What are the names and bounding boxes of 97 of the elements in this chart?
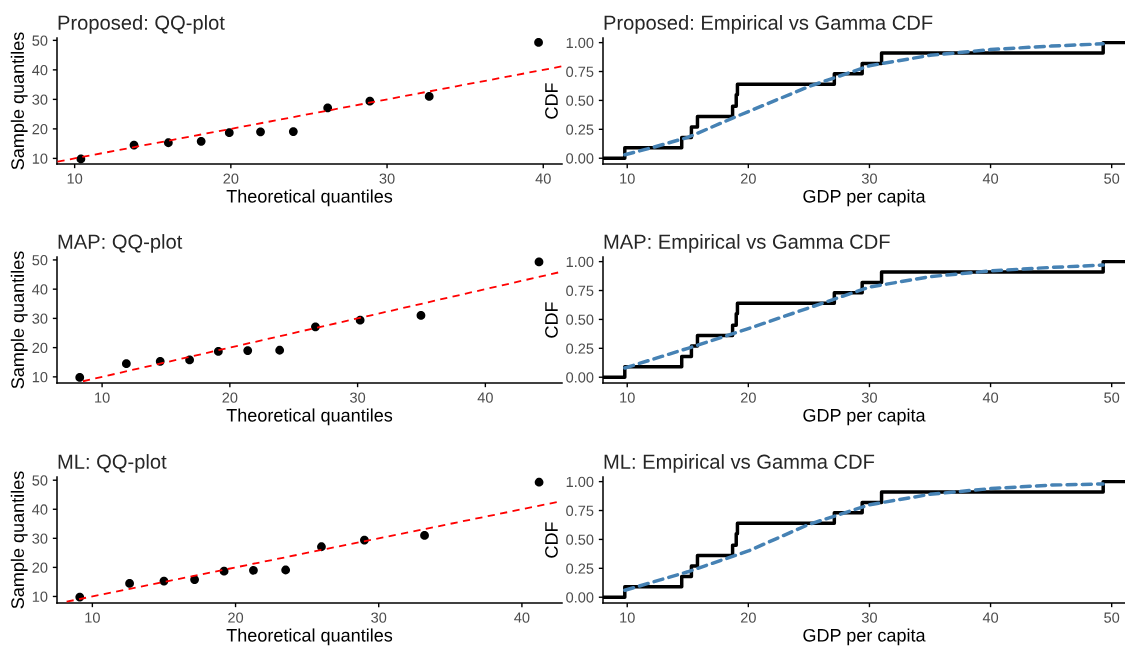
point bbox=[75, 373, 85, 382]
y-tick-label: 50 bbox=[32, 255, 48, 266]
x-axis-title: Theoretical quantiles bbox=[226, 189, 393, 207]
x-axis-title: GDP per capita bbox=[803, 408, 926, 426]
x-tick-label: 30 bbox=[861, 392, 877, 403]
x-tick-label: 30 bbox=[379, 173, 395, 184]
x-tick-label: 10 bbox=[67, 173, 83, 184]
x-tick-label: 40 bbox=[982, 392, 999, 403]
y-tick-label: 0.50 bbox=[566, 534, 594, 545]
y-tick-label: 30 bbox=[32, 313, 48, 324]
x-tick-label: 50 bbox=[1104, 612, 1120, 623]
y-tick-label: 50 bbox=[32, 35, 48, 46]
y-tick-label: 0.50 bbox=[566, 314, 594, 325]
y-tick-label: 20 bbox=[32, 562, 48, 573]
x-axis-title: Theoretical quantiles bbox=[226, 628, 393, 646]
y-tick-label: 0.25 bbox=[566, 563, 594, 574]
x-tick-label: 50 bbox=[1104, 173, 1120, 184]
y-axis-title: Sample quantiles bbox=[10, 471, 28, 609]
y-tick-label: 20 bbox=[32, 123, 48, 135]
y-tick-label: 30 bbox=[32, 94, 48, 105]
point bbox=[243, 346, 253, 355]
y-tick-label: 20 bbox=[32, 342, 48, 354]
point bbox=[196, 136, 206, 146]
chart-title: MAP: QQ-plot bbox=[58, 234, 183, 253]
y-tick-label: 0.00 bbox=[566, 372, 594, 383]
point bbox=[323, 103, 333, 113]
x-tick-label: 40 bbox=[535, 173, 551, 184]
chart-title: Proposed: QQ-plot bbox=[58, 15, 225, 34]
x-tick-label: 10 bbox=[85, 612, 100, 623]
point bbox=[534, 257, 544, 267]
x-tick-label: 40 bbox=[514, 612, 530, 623]
y-tick-label: 1.00 bbox=[566, 256, 594, 268]
x-axis-title: GDP per capita bbox=[803, 628, 926, 646]
x-tick-label: 30 bbox=[861, 173, 877, 184]
x-tick-label: 10 bbox=[95, 392, 110, 403]
y-tick-label: 0.75 bbox=[566, 285, 594, 296]
x-tick-label: 50 bbox=[1104, 392, 1120, 403]
y-tick-label: 1.00 bbox=[566, 476, 594, 488]
chart-title: Proposed: Empirical vs Gamma CDF bbox=[604, 15, 933, 34]
x-tick-label: 40 bbox=[982, 612, 999, 623]
y-tick-label: 0.75 bbox=[566, 505, 594, 516]
y-tick-label: 40 bbox=[32, 284, 48, 295]
x-tick-label: 20 bbox=[222, 392, 238, 403]
point bbox=[534, 477, 544, 487]
y-tick-label: 50 bbox=[32, 475, 48, 486]
x-tick-label: 10 bbox=[620, 612, 635, 623]
y-tick-label: 0.75 bbox=[566, 66, 594, 77]
point bbox=[416, 311, 426, 320]
point bbox=[125, 578, 134, 588]
x-axis-title: GDP per capita bbox=[803, 189, 926, 207]
y-tick-label: 10 bbox=[32, 153, 48, 164]
y-axis-title: CDF bbox=[545, 83, 558, 119]
chart-title: ML: QQ-plot bbox=[58, 454, 167, 473]
point bbox=[249, 565, 258, 575]
x-tick-label: 20 bbox=[740, 173, 756, 184]
chart-title: ML: Empirical vs Gamma CDF bbox=[604, 454, 875, 473]
y-axis-title: Sample quantiles bbox=[10, 32, 28, 170]
point bbox=[281, 565, 291, 575]
y-tick-label: 40 bbox=[32, 64, 48, 76]
y-tick-label: 1.00 bbox=[566, 37, 594, 49]
x-tick-label: 30 bbox=[861, 612, 877, 623]
x-tick-label: 20 bbox=[740, 392, 756, 403]
x-tick-label: 40 bbox=[477, 392, 493, 403]
x-tick-label: 30 bbox=[371, 612, 387, 623]
y-tick-label: 0.25 bbox=[566, 124, 594, 135]
line-series bbox=[623, 263, 1105, 370]
x-tick-label: 30 bbox=[350, 392, 366, 403]
y-axis-title: CDF bbox=[545, 522, 558, 558]
x-tick-label: 10 bbox=[620, 392, 635, 403]
y-tick-label: 30 bbox=[32, 533, 48, 544]
y-tick-label: 0.50 bbox=[566, 95, 594, 106]
point bbox=[213, 347, 223, 356]
x-axis-title: Theoretical quantiles bbox=[226, 408, 393, 426]
y-tick-label: 40 bbox=[32, 504, 48, 515]
y-tick-label: 0.25 bbox=[566, 343, 594, 354]
y-tick-label: 10 bbox=[32, 591, 48, 602]
point bbox=[288, 127, 298, 136]
y-tick-label: 0.00 bbox=[566, 153, 594, 164]
point bbox=[275, 345, 285, 355]
y-axis-title: CDF bbox=[545, 302, 558, 338]
chart-title: MAP: Empirical vs Gamma CDF bbox=[604, 234, 890, 253]
point bbox=[256, 127, 265, 137]
y-axis-title: Sample quantiles bbox=[10, 251, 28, 389]
x-tick-label: 10 bbox=[620, 173, 635, 184]
point bbox=[317, 542, 326, 552]
point bbox=[121, 359, 131, 369]
point bbox=[534, 38, 543, 47]
point bbox=[163, 138, 173, 148]
y-tick-label: 0.00 bbox=[566, 592, 594, 603]
point bbox=[224, 128, 234, 138]
x-tick-label: 20 bbox=[223, 173, 239, 184]
x-tick-label: 20 bbox=[228, 612, 244, 623]
point bbox=[424, 92, 434, 101]
point bbox=[420, 531, 429, 540]
x-tick-label: 20 bbox=[740, 612, 756, 623]
x-tick-label: 40 bbox=[982, 173, 999, 184]
y-tick-label: 10 bbox=[32, 371, 48, 383]
